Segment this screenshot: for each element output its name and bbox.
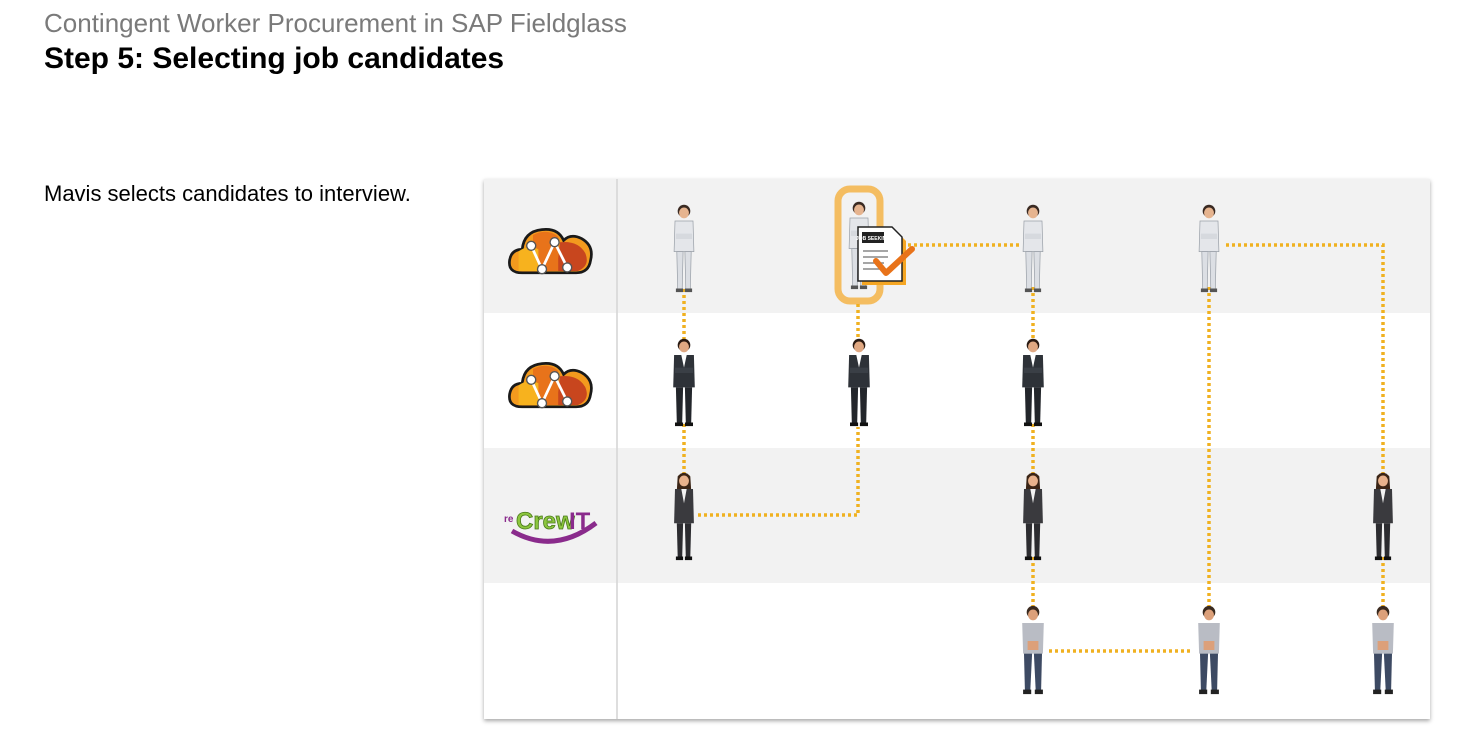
checkmark-icon <box>873 246 915 276</box>
svg-text:Crew: Crew <box>516 508 575 535</box>
step-description: Mavis selects candidates to interview. <box>44 181 411 206</box>
candidate-network-diagram: re Crew IT JOB SEEKING <box>484 179 1430 719</box>
connector-lines <box>682 243 1385 653</box>
job-document-icon: JOB SEEKING <box>856 226 915 285</box>
svg-text:IT: IT <box>569 508 591 535</box>
svg-text:JOB SEEKING: JOB SEEKING <box>856 236 890 242</box>
slide-subtitle: Contingent Worker Procurement in SAP Fie… <box>44 8 627 38</box>
recrewit-logo: re Crew IT <box>504 508 598 544</box>
slide-title: Step 5: Selecting job candidates <box>44 42 505 75</box>
svg-text:re: re <box>504 514 514 525</box>
